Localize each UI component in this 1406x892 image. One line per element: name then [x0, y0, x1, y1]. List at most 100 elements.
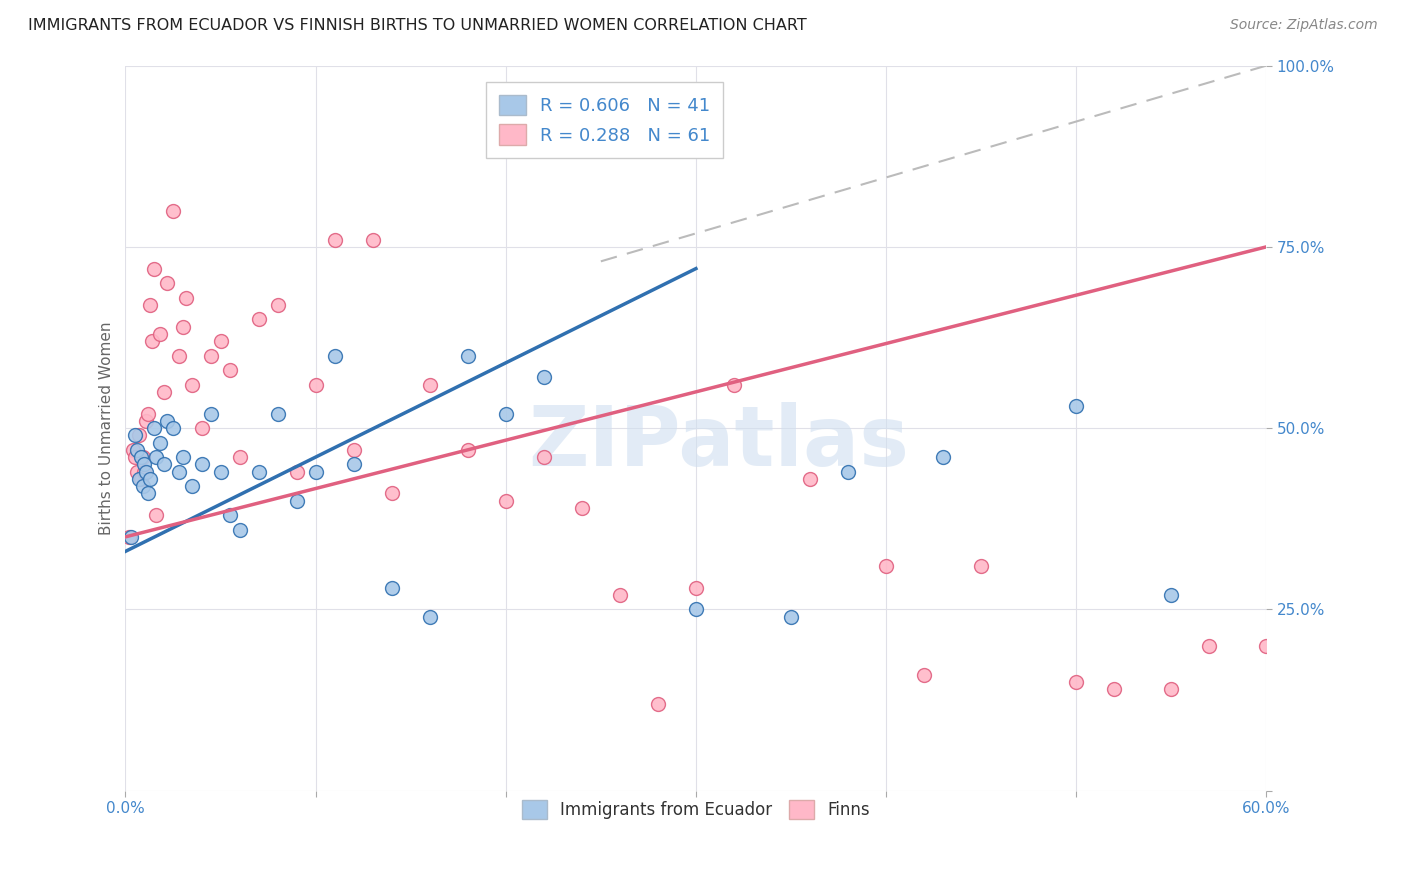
Point — [932, 450, 955, 464]
Point — [190, 421, 212, 435]
Point — [139, 298, 162, 312]
Point — [723, 377, 745, 392]
Point — [1064, 674, 1087, 689]
Point — [247, 465, 270, 479]
Point — [228, 523, 250, 537]
Y-axis label: Births to Unmarried Women: Births to Unmarried Women — [100, 321, 114, 535]
Point — [1198, 639, 1220, 653]
Legend: Immigrants from Ecuador, Finns: Immigrants from Ecuador, Finns — [515, 793, 876, 826]
Point — [122, 442, 145, 457]
Point — [128, 472, 150, 486]
Point — [128, 428, 150, 442]
Point — [125, 442, 148, 457]
Point — [266, 407, 288, 421]
Text: IMMIGRANTS FROM ECUADOR VS FINNISH BIRTHS TO UNMARRIED WOMEN CORRELATION CHART: IMMIGRANTS FROM ECUADOR VS FINNISH BIRTH… — [28, 18, 807, 33]
Point — [495, 493, 517, 508]
Point — [172, 319, 194, 334]
Point — [181, 377, 204, 392]
Point — [209, 465, 232, 479]
Point — [685, 581, 707, 595]
Point — [131, 479, 153, 493]
Point — [136, 486, 159, 500]
Point — [304, 465, 326, 479]
Point — [457, 442, 479, 457]
Point — [285, 493, 308, 508]
Point — [190, 458, 212, 472]
Point — [533, 370, 555, 384]
Point — [1294, 639, 1316, 653]
Point — [156, 414, 179, 428]
Point — [343, 442, 366, 457]
Point — [120, 530, 142, 544]
Point — [571, 500, 593, 515]
Point — [875, 558, 897, 573]
Point — [136, 407, 159, 421]
Point — [495, 407, 517, 421]
Point — [145, 450, 167, 464]
Point — [837, 465, 859, 479]
Point — [419, 377, 441, 392]
Point — [1102, 682, 1125, 697]
Point — [419, 609, 441, 624]
Point — [533, 450, 555, 464]
Point — [181, 479, 204, 493]
Point — [167, 465, 190, 479]
Point — [219, 508, 242, 522]
Point — [124, 428, 146, 442]
Point — [799, 472, 821, 486]
Point — [200, 407, 222, 421]
Point — [219, 363, 242, 377]
Point — [247, 312, 270, 326]
Point — [149, 435, 172, 450]
Text: ZIPatlas: ZIPatlas — [529, 402, 910, 483]
Point — [200, 349, 222, 363]
Point — [609, 588, 631, 602]
Point — [381, 581, 404, 595]
Point — [134, 465, 156, 479]
Point — [361, 233, 384, 247]
Point — [162, 203, 184, 218]
Point — [1160, 682, 1182, 697]
Point — [125, 465, 148, 479]
Point — [381, 486, 404, 500]
Point — [149, 326, 172, 341]
Point — [141, 334, 163, 348]
Point — [343, 458, 366, 472]
Point — [135, 465, 157, 479]
Point — [143, 261, 166, 276]
Point — [647, 697, 669, 711]
Text: Source: ZipAtlas.com: Source: ZipAtlas.com — [1230, 18, 1378, 32]
Point — [145, 508, 167, 522]
Point — [176, 291, 198, 305]
Point — [124, 450, 146, 464]
Point — [209, 334, 232, 348]
Point — [685, 602, 707, 616]
Point — [152, 384, 174, 399]
Point — [118, 530, 141, 544]
Point — [129, 450, 152, 464]
Point — [134, 458, 156, 472]
Point — [162, 421, 184, 435]
Point — [143, 421, 166, 435]
Point — [139, 472, 162, 486]
Point — [228, 450, 250, 464]
Point — [457, 349, 479, 363]
Point — [1256, 639, 1278, 653]
Point — [131, 450, 153, 464]
Point — [152, 458, 174, 472]
Point — [172, 450, 194, 464]
Point — [780, 609, 803, 624]
Point — [304, 377, 326, 392]
Point — [323, 349, 346, 363]
Point — [912, 667, 935, 681]
Point — [1064, 400, 1087, 414]
Point — [156, 276, 179, 290]
Point — [129, 472, 152, 486]
Point — [323, 233, 346, 247]
Point — [135, 414, 157, 428]
Point — [1350, 674, 1372, 689]
Point — [266, 298, 288, 312]
Point — [285, 465, 308, 479]
Point — [167, 349, 190, 363]
Point — [970, 558, 993, 573]
